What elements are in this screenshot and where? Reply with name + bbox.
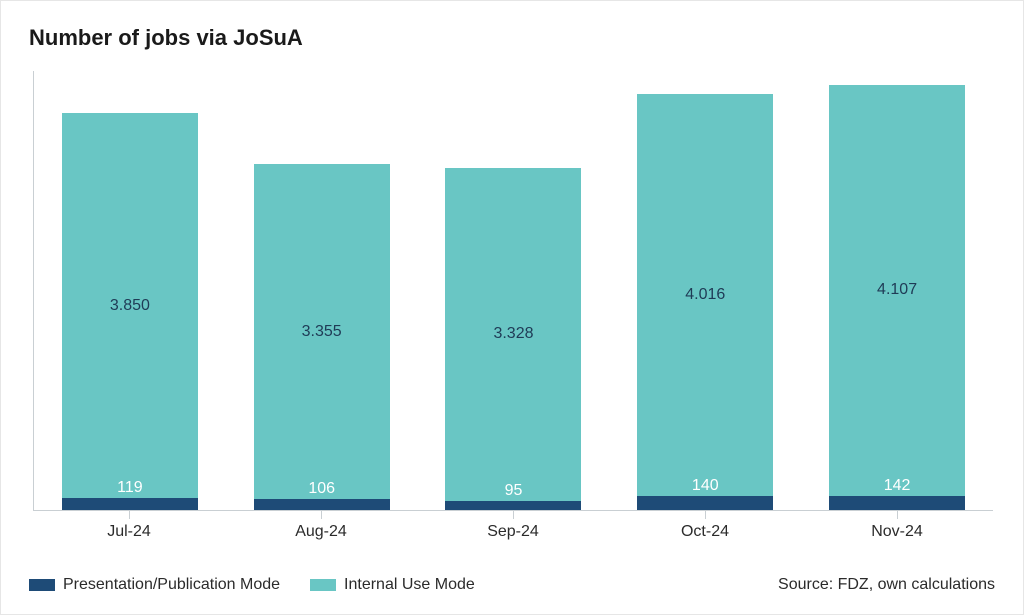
chart-footer: Presentation/Publication Mode Internal U… — [29, 576, 995, 594]
x-axis: Jul-24Aug-24Sep-24Oct-24Nov-24 — [33, 511, 993, 541]
bar: 3.328 95 — [445, 168, 581, 510]
bar-segment-internal: 3.355 106 — [254, 164, 390, 500]
x-tick-label: Nov-24 — [801, 511, 993, 541]
bar-slot: 3.328 95 — [418, 71, 610, 510]
legend-label-presentation: Presentation/Publication Mode — [63, 576, 280, 594]
bar-segment-presentation — [637, 496, 773, 510]
legend-item-internal: Internal Use Mode — [310, 576, 475, 594]
x-tick-label: Sep-24 — [417, 511, 609, 541]
bar-segment-internal: 4.016 140 — [637, 94, 773, 496]
bar-value-internal: 3.328 — [493, 325, 533, 343]
bar: 4.107 142 — [829, 85, 965, 510]
source-text: Source: FDZ, own calculations — [778, 576, 995, 594]
bar-segment-presentation — [829, 496, 965, 510]
bar-segment-presentation — [62, 498, 198, 510]
chart-title: Number of jobs via JoSuA — [29, 25, 995, 51]
x-tick-label: Aug-24 — [225, 511, 417, 541]
bar-value-presentation: 140 — [692, 478, 719, 494]
bar-slot: 3.355 106 — [226, 71, 418, 510]
bar-value-presentation: 142 — [884, 478, 911, 494]
chart-container: Number of jobs via JoSuA 3.850 119 3.355 10… — [0, 0, 1024, 615]
bar-segment-internal: 3.328 95 — [445, 168, 581, 501]
legend-swatch-internal — [310, 579, 336, 591]
legend-item-presentation: Presentation/Publication Mode — [29, 576, 280, 594]
bar-segment-internal: 4.107 142 — [829, 85, 965, 496]
bar: 4.016 140 — [637, 94, 773, 510]
bar-value-presentation: 119 — [117, 480, 143, 496]
plot-area: 3.850 119 3.355 106 3.328 95 4.016 140 4.107 142 — [33, 71, 993, 511]
bar-segment-presentation — [445, 501, 581, 511]
bars-group: 3.850 119 3.355 106 3.328 95 4.016 140 4.107 142 — [34, 71, 993, 510]
bar-slot: 4.107 142 — [801, 71, 993, 510]
bar-value-internal: 3.850 — [110, 297, 150, 315]
bar-slot: 3.850 119 — [34, 71, 226, 510]
legend-label-internal: Internal Use Mode — [344, 576, 475, 594]
bar: 3.850 119 — [62, 113, 198, 510]
bar-value-internal: 3.355 — [302, 323, 342, 341]
bar-value-internal: 4.107 — [877, 281, 917, 299]
bar-segment-internal: 3.850 119 — [62, 113, 198, 498]
bar-value-internal: 4.016 — [685, 286, 725, 304]
bar-slot: 4.016 140 — [609, 71, 801, 510]
legend-swatch-presentation — [29, 579, 55, 591]
bar-segment-presentation — [254, 499, 390, 510]
bar: 3.355 106 — [254, 164, 390, 510]
bar-value-presentation: 95 — [505, 483, 523, 499]
x-tick-label: Oct-24 — [609, 511, 801, 541]
x-tick-label: Jul-24 — [33, 511, 225, 541]
bar-value-presentation: 106 — [308, 481, 335, 497]
